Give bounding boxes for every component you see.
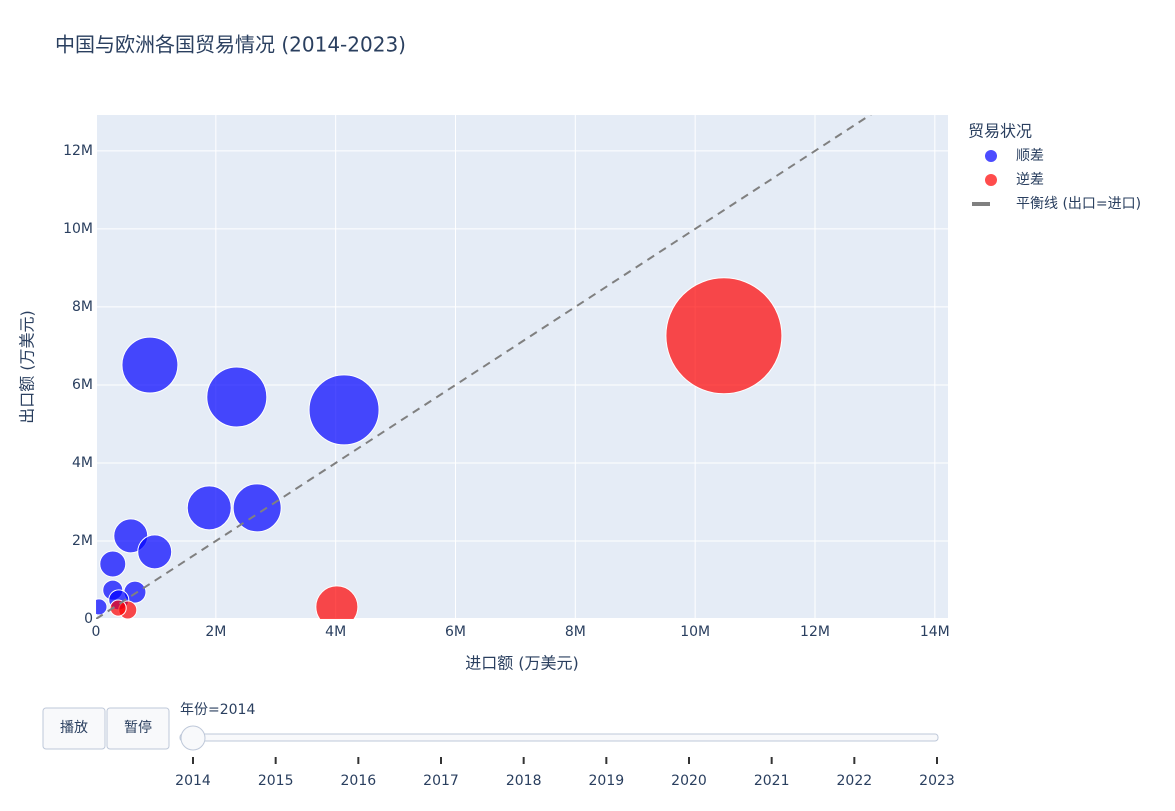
controls: 播放 暂停 年份=2014: [42, 702, 939, 750]
bubble: [109, 599, 127, 617]
x-tick-label: 14M: [920, 624, 950, 640]
marks: [96, 115, 872, 619]
bubble: [206, 366, 268, 428]
bubble: [121, 336, 179, 394]
slider-step-label: 2022: [837, 773, 873, 789]
play-button[interactable]: [42, 707, 106, 750]
x-tick-label: 4M: [325, 624, 346, 640]
slider-step-label: 2023: [919, 773, 955, 789]
slider-handle[interactable]: [180, 725, 206, 751]
balance-line: [96, 115, 872, 619]
y-tick-label: 2M: [72, 533, 93, 549]
legend-marker: [985, 150, 997, 162]
y-tick-label: 8M: [72, 299, 93, 315]
pause-label: 暂停: [124, 719, 152, 736]
y-axis-title: 出口额 (万美元): [18, 310, 37, 424]
x-tick-label: 6M: [445, 624, 466, 640]
bubble: [96, 598, 108, 616]
plot-area: [96, 115, 948, 619]
y-tick-label: 12M: [63, 143, 93, 159]
bubble: [232, 483, 282, 533]
slider-step-label: 2016: [341, 773, 377, 789]
legend-title: 贸易状况: [968, 122, 1032, 141]
slider-step-label: 2020: [671, 773, 707, 789]
legend-label: 逆差: [1016, 172, 1044, 188]
legend-label: 顺差: [1016, 148, 1044, 164]
x-tick-label: 12M: [800, 624, 830, 640]
slider-step-label: 2021: [754, 773, 790, 789]
slider-step-label: 2018: [506, 773, 542, 789]
y-tick-label: 10M: [63, 221, 93, 237]
bubble: [137, 534, 173, 570]
slider-step-label: 2014: [175, 773, 211, 789]
bubble: [665, 277, 783, 395]
x-axis-title: 进口额 (万美元): [465, 654, 579, 673]
y-tick-label: 0: [84, 611, 93, 627]
slider-step-label: 2017: [423, 773, 459, 789]
y-tick-label: 6M: [72, 377, 93, 393]
bubble: [186, 485, 232, 531]
x-tick-label: 0: [92, 624, 101, 640]
bubble: [99, 550, 127, 578]
y-tick-label: 4M: [72, 455, 93, 471]
slider-current: 年份=2014: [180, 702, 255, 718]
slider-step-label: 2015: [258, 773, 294, 789]
x-tick-label: 2M: [205, 624, 226, 640]
pause-button[interactable]: [106, 707, 170, 750]
slider-step-label: 2019: [589, 773, 625, 789]
slider-rail[interactable]: [179, 733, 939, 742]
legend-label: 平衡线 (出口=进口): [1016, 196, 1141, 212]
play-label: 播放: [60, 720, 88, 736]
chart-title: 中国与欧洲各国贸易情况 (2014-2023): [55, 33, 406, 57]
bubble: [308, 374, 380, 446]
bubble: [315, 585, 359, 619]
legend-marker: [985, 174, 997, 186]
x-tick-label: 8M: [565, 624, 586, 640]
x-tick-label: 10M: [680, 624, 710, 640]
